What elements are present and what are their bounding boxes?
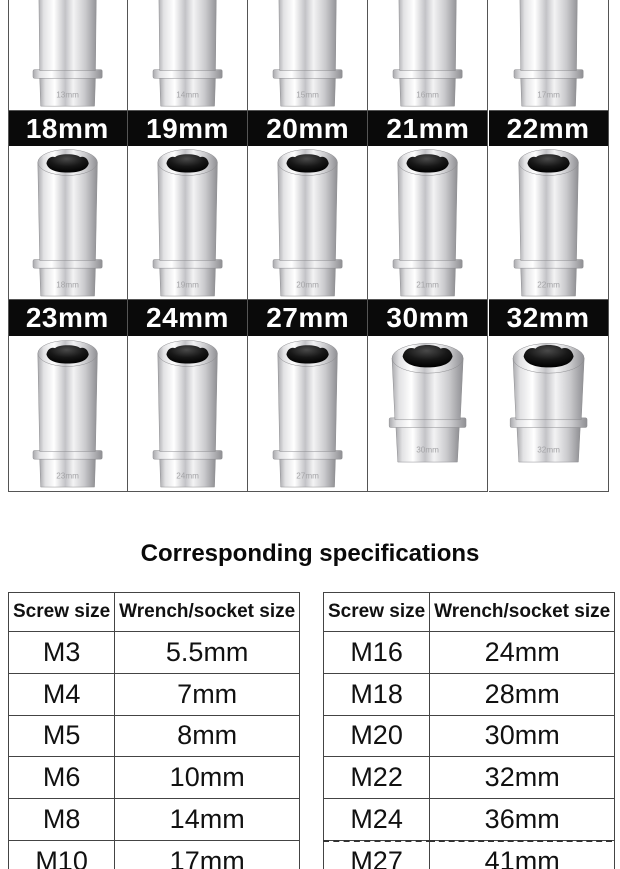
svg-text:20mm: 20mm [296,280,319,289]
svg-text:18mm: 18mm [56,280,79,289]
svg-text:22mm: 22mm [537,280,560,289]
svg-text:16mm: 16mm [417,91,440,100]
svg-text:24mm: 24mm [176,471,199,480]
svg-text:15mm: 15mm [296,91,319,100]
svg-text:21mm: 21mm [417,280,440,289]
svg-text:30mm: 30mm [417,445,440,454]
svg-text:13mm: 13mm [56,91,79,100]
svg-text:32mm: 32mm [537,445,560,454]
svg-text:14mm: 14mm [176,91,199,100]
svg-text:27mm: 27mm [296,471,319,480]
svg-text:17mm: 17mm [537,91,560,100]
svg-text:23mm: 23mm [56,471,79,480]
svg-text:19mm: 19mm [176,280,199,289]
